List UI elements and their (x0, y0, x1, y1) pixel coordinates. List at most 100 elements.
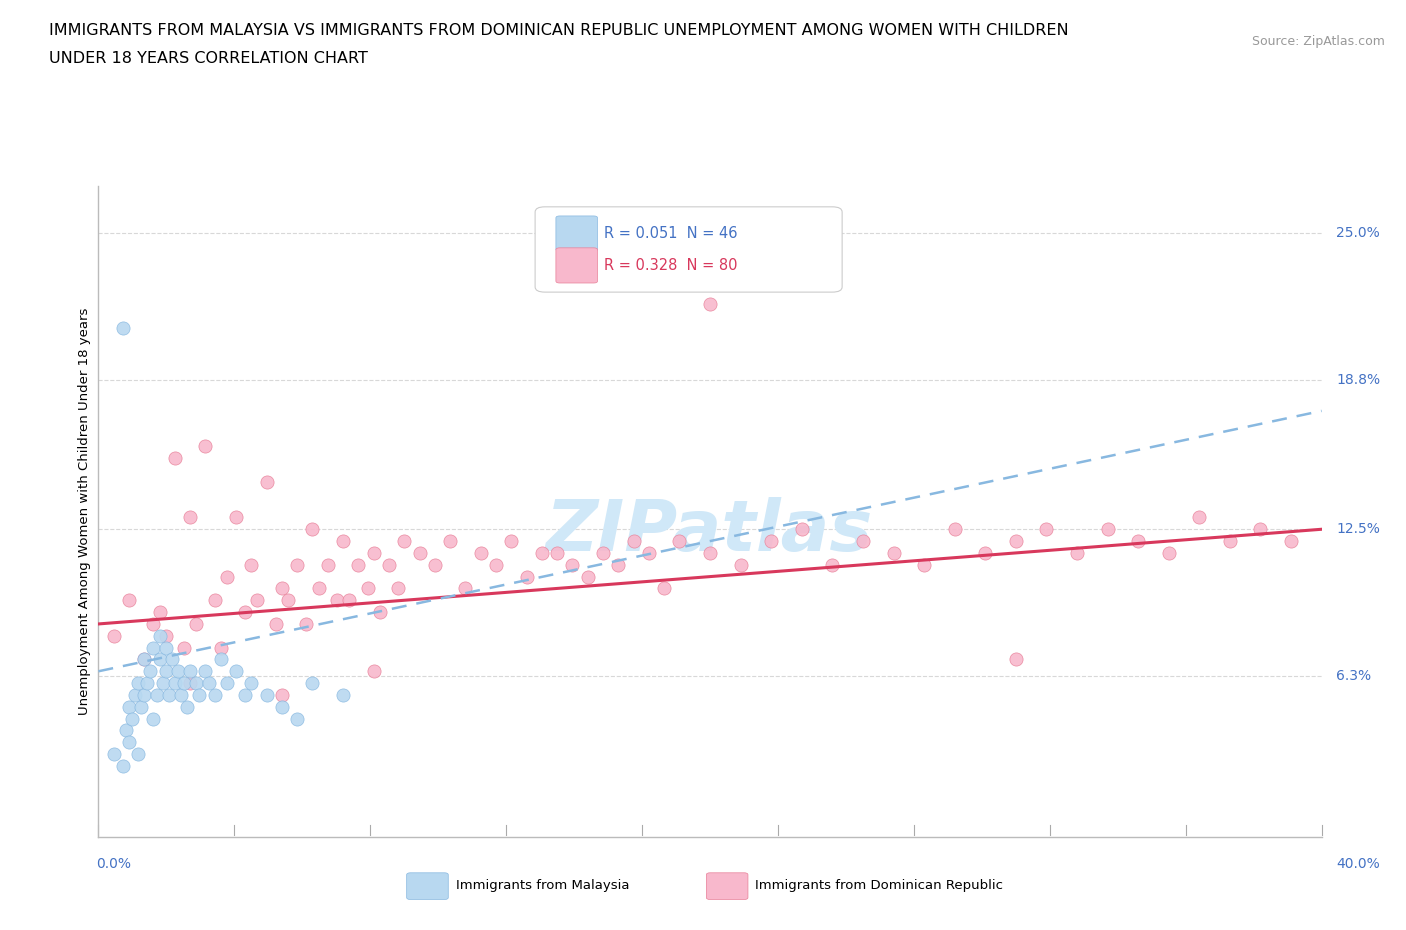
Point (295, 617, 318, 631)
Point (197, 676, 219, 691)
Point (142, 711, 165, 726)
Point (256, 687, 278, 702)
Point (111, 321, 134, 336)
Text: UNDER 18 YEARS CORRELATION CHART: UNDER 18 YEARS CORRELATION CHART (49, 51, 368, 66)
Point (225, 664, 247, 679)
Point (883, 546, 905, 561)
Point (561, 557, 583, 572)
Text: 6.3%: 6.3% (1336, 669, 1371, 683)
Point (1004, 652, 1026, 667)
Point (439, 534, 461, 549)
Point (1035, 522, 1057, 537)
Point (186, 617, 208, 631)
Point (103, 747, 125, 762)
Point (118, 735, 141, 750)
Point (408, 546, 430, 561)
Point (423, 557, 446, 572)
Point (530, 546, 553, 561)
Text: IMMIGRANTS FROM MALAYSIA VS IMMIGRANTS FROM DOMINICAN REPUBLIC UNEMPLOYMENT AMON: IMMIGRANTS FROM MALAYSIA VS IMMIGRANTS F… (49, 23, 1069, 38)
Point (163, 676, 186, 691)
Point (363, 664, 385, 679)
Point (233, 687, 256, 702)
Text: 25.0%: 25.0% (1336, 226, 1381, 240)
Point (225, 510, 247, 525)
Point (1097, 522, 1119, 537)
Point (285, 557, 308, 572)
Point (285, 711, 308, 726)
Point (179, 510, 201, 525)
Point (730, 557, 752, 572)
FancyBboxPatch shape (406, 872, 449, 899)
Point (118, 699, 141, 714)
Point (912, 557, 935, 572)
Point (149, 604, 172, 619)
Point (204, 687, 226, 702)
Point (215, 676, 238, 691)
Point (332, 687, 354, 702)
Text: Source: ZipAtlas.com: Source: ZipAtlas.com (1251, 35, 1385, 48)
Point (240, 676, 263, 691)
Point (129, 699, 152, 714)
Y-axis label: Unemployment Among Women with Children Under 18 years: Unemployment Among Women with Children U… (79, 308, 91, 715)
Point (124, 687, 146, 702)
Point (155, 629, 177, 644)
FancyBboxPatch shape (706, 872, 748, 899)
Point (246, 592, 269, 607)
Point (152, 676, 174, 691)
Point (136, 676, 159, 691)
Point (270, 687, 292, 702)
Point (179, 664, 201, 679)
Point (160, 652, 183, 667)
Point (139, 664, 162, 679)
Point (852, 534, 875, 549)
Point (301, 676, 323, 691)
Point (134, 652, 156, 667)
Point (194, 439, 217, 454)
Point (378, 557, 401, 572)
Point (240, 557, 263, 572)
Point (215, 569, 238, 584)
Point (1066, 546, 1088, 561)
FancyBboxPatch shape (536, 206, 842, 292)
Text: ZIPatlas: ZIPatlas (547, 497, 873, 565)
FancyBboxPatch shape (555, 248, 598, 283)
Point (186, 676, 208, 691)
Point (1188, 510, 1211, 525)
Point (326, 592, 349, 607)
Point (188, 687, 211, 702)
Point (118, 592, 141, 607)
Point (134, 687, 156, 702)
FancyBboxPatch shape (555, 216, 598, 251)
Text: 0.0%: 0.0% (96, 857, 131, 870)
Point (485, 557, 508, 572)
Point (470, 546, 492, 561)
Point (943, 522, 966, 537)
Point (142, 640, 165, 655)
Point (121, 711, 143, 726)
Point (176, 699, 198, 714)
Point (1219, 534, 1241, 549)
Point (209, 640, 232, 655)
Point (170, 687, 193, 702)
Point (111, 759, 134, 774)
Point (454, 581, 477, 596)
Point (637, 546, 661, 561)
Point (699, 297, 721, 312)
Point (501, 534, 523, 549)
Text: Immigrants from Malaysia: Immigrants from Malaysia (456, 880, 628, 892)
Point (270, 699, 292, 714)
Point (1128, 534, 1150, 549)
Point (163, 451, 186, 466)
Point (194, 664, 217, 679)
Point (127, 676, 149, 691)
Point (347, 557, 370, 572)
Point (821, 557, 844, 572)
Point (173, 676, 195, 691)
Point (356, 581, 378, 596)
Point (1157, 546, 1180, 561)
Point (103, 629, 125, 644)
Point (256, 474, 278, 489)
Point (668, 534, 690, 549)
Point (145, 687, 167, 702)
Point (233, 604, 256, 619)
